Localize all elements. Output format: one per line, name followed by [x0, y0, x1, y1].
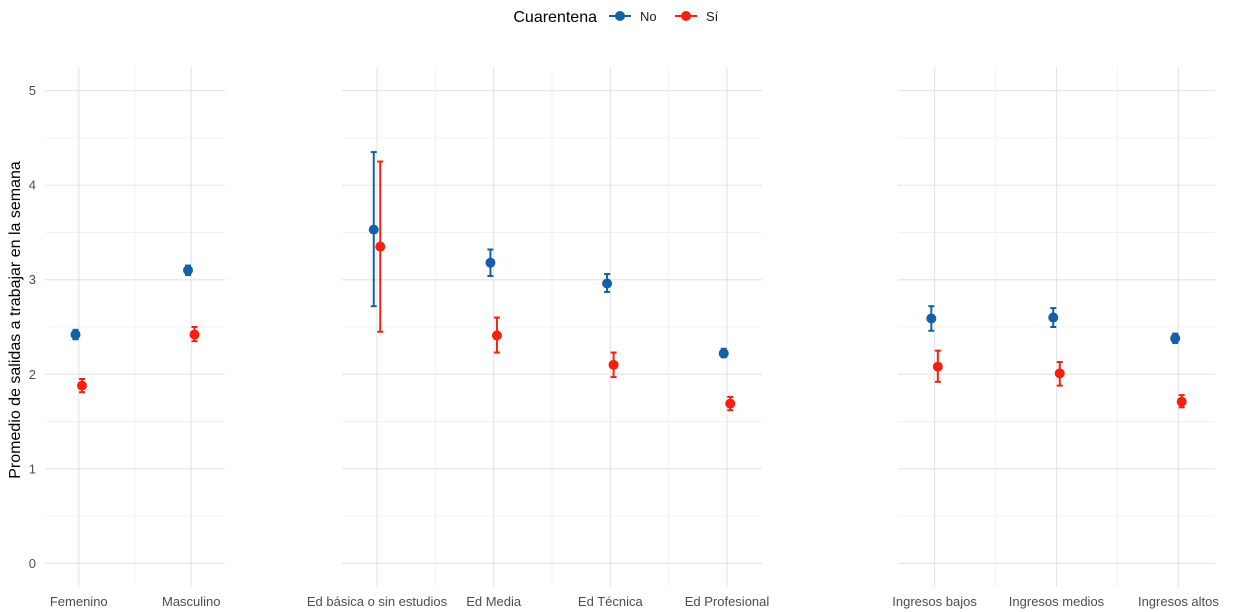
- y-tick-label: 3: [29, 272, 36, 287]
- x-tick-label: Ingresos bajos: [892, 594, 977, 609]
- data-point: [183, 265, 193, 276]
- data-point: [1170, 333, 1181, 344]
- data-point: [375, 241, 386, 252]
- data-point: [608, 359, 619, 370]
- data-point: [77, 380, 87, 391]
- legend-entry-0: No: [609, 9, 657, 24]
- x-tick-label: Ed básica o sin estudios: [307, 594, 448, 609]
- legend-label: Sí: [706, 9, 719, 24]
- data-point: [70, 329, 81, 340]
- y-axis-title: Promedio de salidas a trabajar en la sem…: [7, 161, 24, 479]
- data-point: [932, 361, 943, 372]
- data-point: [602, 278, 613, 289]
- data-point: [189, 329, 200, 340]
- data-point-group: [368, 151, 379, 308]
- data-point-group: [485, 248, 496, 277]
- data-point: [1048, 312, 1059, 323]
- data-point: [725, 398, 736, 409]
- legend-key-point: [681, 11, 691, 21]
- data-point: [1054, 368, 1065, 379]
- data-point: [1176, 396, 1187, 407]
- data-point: [491, 330, 502, 341]
- data-point: [368, 224, 379, 235]
- data-point-group: [77, 378, 87, 394]
- data-point-group: [1054, 360, 1065, 387]
- x-tick-label: Ingresos altos: [1138, 594, 1219, 609]
- x-tick-label: Femenino: [50, 594, 108, 609]
- data-point: [485, 257, 496, 268]
- data-point-group: [718, 347, 729, 359]
- panel-3: Ingresos bajos Ingresos medios Ingresos al…: [892, 67, 1219, 609]
- legend-label: No: [640, 9, 657, 24]
- x-tick-label: Ed Media: [466, 594, 522, 609]
- panel-2: Ed básica o sin estudios Ed Media Ed Técni…: [307, 67, 769, 609]
- data-point-group: [375, 160, 386, 333]
- data-point-group: [1170, 332, 1181, 345]
- y-tick-label: 1: [29, 461, 36, 476]
- x-tick-label: Ed Profesional: [685, 594, 770, 609]
- y-tick-label: 4: [29, 178, 36, 193]
- x-tick-label: Ingresos medios: [1009, 594, 1105, 609]
- x-tick-label: Ed Técnica: [578, 594, 644, 609]
- gridlines: [898, 67, 1215, 587]
- data-point-group: [189, 326, 200, 343]
- x-tick-label: Masculino: [162, 594, 221, 609]
- data-point-group: [608, 351, 619, 379]
- data-point-group: [932, 349, 943, 383]
- data-point: [926, 313, 937, 324]
- y-tick-label: 0: [29, 556, 36, 571]
- data-point-group: [1176, 394, 1187, 409]
- legend-key-point: [615, 11, 625, 21]
- gridlines: [342, 67, 762, 587]
- data-point-group: [70, 328, 81, 341]
- legend: Cuarentena No Sí: [513, 9, 718, 26]
- legend-entry-1: Sí: [675, 9, 719, 24]
- data-point-group: [491, 316, 502, 354]
- legend-title: Cuarentena: [513, 9, 597, 26]
- data-point-group: [1048, 307, 1059, 328]
- panel-1: 0 1 2 3 4 5 Femenino Masculino: [29, 67, 225, 609]
- y-tick-label: 2: [29, 367, 36, 382]
- data-point-group: [183, 264, 193, 276]
- data-point-group: [725, 395, 736, 412]
- data-point-group: [926, 305, 937, 332]
- data-point-group: [602, 273, 613, 294]
- y-tick-label: 5: [29, 83, 36, 98]
- gridlines: [45, 67, 225, 587]
- data-point: [718, 348, 729, 359]
